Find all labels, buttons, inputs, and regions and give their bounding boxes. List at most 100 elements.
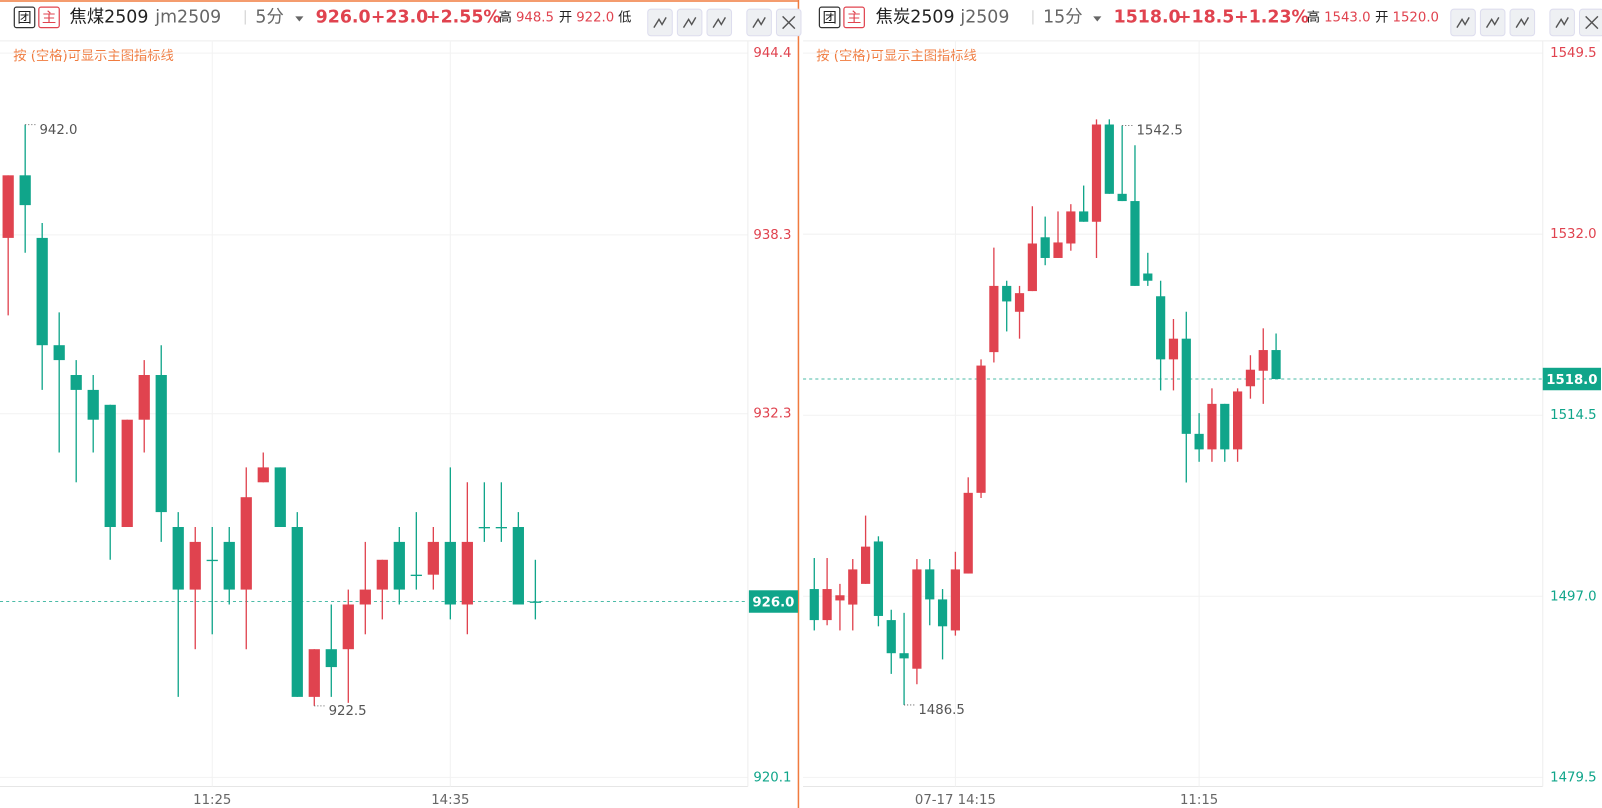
- candle-body: [325, 649, 337, 668]
- header-last: 1518.0: [1114, 7, 1181, 27]
- header-low-label: 低: [618, 9, 631, 25]
- candle-body: [444, 541, 456, 605]
- candle-body: [1207, 403, 1217, 450]
- candle-body: [257, 467, 269, 483]
- candle-body: [427, 541, 439, 575]
- candle-body: [1245, 369, 1256, 387]
- candle-body: [495, 527, 507, 529]
- x-tick-label: 07-17 14:15: [915, 793, 996, 808]
- y-tick-label: 932.3: [753, 407, 791, 422]
- y-tick-label: 944.4: [753, 46, 791, 61]
- candle-body: [410, 574, 422, 577]
- header-pct: +2.55%: [426, 7, 501, 27]
- header-last: 926.0: [316, 7, 371, 27]
- header-icon: 团: [822, 10, 836, 26]
- candle-body: [1181, 338, 1191, 434]
- candle-body: [274, 467, 286, 528]
- header-period: 15分: [1043, 7, 1082, 27]
- header-icon-box: [818, 6, 841, 29]
- candle-body: [87, 389, 99, 420]
- last-price-label: 1518.0: [1546, 373, 1597, 388]
- candle-body: [925, 569, 935, 600]
- candle-body: [835, 595, 845, 601]
- candle-body: [155, 375, 167, 513]
- candle-body: [376, 559, 388, 590]
- header-icon: 主: [42, 9, 56, 26]
- candle-body: [393, 541, 405, 590]
- extreme-marker-label: 942.0: [39, 123, 77, 138]
- y-tick-label: 1549.5: [1550, 46, 1596, 61]
- header-high: 948.5: [516, 10, 554, 25]
- header-open: 1520.0: [1393, 10, 1439, 25]
- header-high: 1543.0: [1324, 10, 1370, 25]
- toolbar-indicator-icon: [653, 17, 667, 28]
- candle-body: [860, 546, 871, 584]
- header-icon-box: [38, 6, 60, 29]
- candle-body: [1014, 293, 1025, 312]
- toolbar-close-icon: [1585, 15, 1599, 30]
- last-price-box: [748, 590, 798, 613]
- candle-body: [342, 604, 354, 650]
- candle-body: [478, 527, 490, 529]
- candle-body: [1091, 124, 1102, 222]
- x-tick-label: 14:35: [431, 793, 469, 808]
- candle-body: [121, 419, 133, 528]
- y-tick-label: 938.3: [753, 228, 791, 243]
- candle-body: [1117, 193, 1127, 202]
- toolbar-close-button[interactable]: [1579, 8, 1602, 37]
- candle-body: [1233, 391, 1243, 450]
- period-dropdown-caret[interactable]: [295, 16, 304, 22]
- last-price-box: [1542, 367, 1601, 391]
- header-open-label: 开: [559, 10, 572, 25]
- header-change: +18.5: [1177, 7, 1234, 27]
- candle-body: [53, 345, 65, 361]
- toolbar-close-icon: [782, 15, 796, 30]
- candle-body: [223, 541, 235, 590]
- header-high-label: 高: [499, 8, 512, 25]
- candle-body: [1194, 433, 1204, 450]
- last-price-label: 926.0: [752, 596, 794, 611]
- candle-body: [1040, 237, 1050, 258]
- candle-body: [308, 649, 320, 697]
- candle-body: [138, 375, 150, 420]
- header-icon: 主: [847, 9, 861, 26]
- candle-body: [989, 285, 999, 353]
- candle-body: [359, 589, 371, 605]
- candle-body: [976, 365, 986, 493]
- candle-body: [950, 569, 960, 631]
- candle-body: [1271, 350, 1281, 380]
- x-tick-label: 11:25: [193, 793, 231, 808]
- indicator-hint: 按 (空格)可显示主图指标线: [13, 48, 174, 64]
- candle-body: [1156, 296, 1166, 360]
- toolbar-draw-icon: [1485, 17, 1500, 28]
- candle-body: [172, 527, 184, 590]
- header-period: 5分: [255, 7, 283, 27]
- candle-body: [461, 541, 473, 605]
- toolbar-indicator-icon: [1456, 17, 1470, 28]
- toolbar-expand-icon: [752, 17, 766, 28]
- candle-body: [809, 589, 819, 621]
- indicator-hint: 按 (空格)可显示主图指标线: [816, 48, 977, 64]
- candle-body: [848, 569, 858, 605]
- extreme-marker-label: 1542.5: [1136, 124, 1182, 139]
- header-high-label: 高: [1307, 8, 1320, 25]
- candle-body: [189, 541, 201, 590]
- extreme-marker-label: 922.5: [329, 704, 367, 719]
- candle-body: [1168, 338, 1179, 360]
- toolbar-expand-icon: [1555, 17, 1569, 28]
- candle-body: [886, 620, 896, 654]
- header-open-label: 开: [1375, 10, 1388, 25]
- toolbar-candle-style-icon: [712, 17, 727, 28]
- candle-body: [291, 527, 303, 697]
- candle-body: [2, 175, 14, 238]
- period-dropdown-caret[interactable]: [1093, 16, 1102, 22]
- candle-body: [1066, 211, 1076, 244]
- candle-body: [19, 175, 31, 206]
- y-tick-label: 1532.0: [1550, 227, 1596, 242]
- candle-body: [206, 559, 218, 562]
- candle-body: [937, 599, 948, 627]
- candle-body: [1053, 242, 1063, 258]
- header-icon-box: [13, 6, 36, 29]
- extreme-marker-label: 1486.5: [918, 703, 964, 718]
